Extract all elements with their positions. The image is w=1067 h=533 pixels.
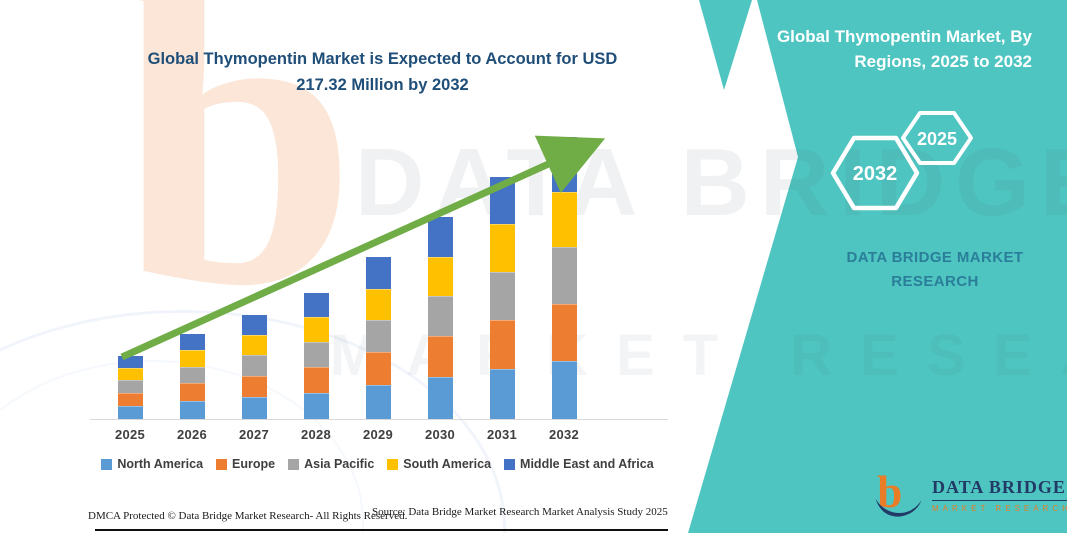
chart-title-line1: Global Thymopentin Market is Expected to… [147, 50, 618, 68]
bar-segment-2031 [489, 176, 515, 225]
bar-segment-2026 [179, 334, 205, 351]
bar-segment-2027 [241, 315, 267, 335]
legend-label: Europe [232, 457, 276, 471]
bar-segment-2031 [489, 368, 515, 420]
legend-swatch-icon [387, 458, 399, 470]
bar-segment-2029 [365, 352, 391, 386]
logo-title: DATA BRIDGE [932, 477, 1067, 501]
x-axis-label: 2026 [176, 427, 208, 442]
bar-segment-2026 [179, 366, 205, 384]
x-axis-labels: 2025 2026 2027 2028 2029 2030 2031 2032 [99, 427, 595, 442]
legend-swatch-icon [216, 458, 228, 470]
company-logo: b DATA BRIDGE MARKET RESEARCH [872, 468, 1067, 522]
x-axis-label: 2031 [486, 427, 518, 442]
bar-segment-2025 [117, 392, 143, 406]
bar-segment-2025 [117, 356, 143, 369]
bar-segment-2028 [303, 341, 329, 367]
bar-segment-2030 [427, 377, 453, 420]
bar-2025 [117, 356, 143, 420]
legend-label: Middle East and Africa [520, 457, 654, 471]
legend-item: Asia Pacific [288, 457, 374, 471]
bar-2032 [551, 137, 577, 420]
x-axis-label: 2027 [238, 427, 270, 442]
bar-segment-2029 [365, 320, 391, 353]
bar-segment-2031 [489, 271, 515, 320]
bar-segment-2026 [179, 401, 205, 420]
hexagon-2032-label: 2032 [853, 163, 898, 185]
x-axis-label: 2030 [424, 427, 456, 442]
legend-item: North America [101, 457, 203, 471]
bar-segment-2025 [117, 368, 143, 381]
bar-segment-2025 [117, 405, 143, 420]
bar-segment-2029 [365, 288, 391, 321]
bar-2028 [303, 293, 329, 420]
bar-segment-2032 [551, 303, 577, 361]
bar-segment-2032 [551, 137, 577, 193]
footer-divider [95, 529, 668, 531]
source-note: Source: Data Bridge Market Research Mark… [372, 506, 668, 518]
bar-segment-2027 [241, 375, 267, 398]
bar-2027 [241, 315, 267, 420]
logo-swoosh-icon [875, 498, 922, 517]
hexagon-2025-label: 2025 [917, 129, 957, 149]
hexagon-2032-icon [830, 135, 920, 211]
legend-swatch-icon [101, 458, 113, 470]
bar-segment-2032 [551, 192, 577, 248]
bar-segment-2032 [551, 360, 577, 420]
bar-segment-2028 [303, 392, 329, 420]
bar-segment-2027 [241, 355, 267, 376]
x-axis-label: 2028 [300, 427, 332, 442]
chart-title-line2: 217.32 Million by 2032 [296, 75, 469, 94]
logo-b-icon: b [875, 468, 922, 517]
side-panel-heading: Global Thymopentin Market, By Regions, 2… [776, 27, 1032, 71]
legend-item: South America [387, 457, 491, 471]
chart-title: Global Thymopentin Market is Expected to… [95, 47, 670, 98]
brand-name-text: DATA BRIDGE MARKET RESEARCH [795, 246, 1067, 294]
stacked-bar-chart [99, 128, 595, 420]
bar-2030 [427, 217, 453, 420]
bar-segment-2028 [303, 366, 329, 393]
brand-name-line2: RESEARCH [891, 273, 979, 290]
bar-segment-2026 [179, 350, 205, 367]
logo-subtitle: MARKET RESEARCH [932, 504, 1067, 513]
x-axis-label: 2032 [548, 427, 580, 442]
legend-swatch-icon [288, 458, 300, 470]
x-axis-label: 2029 [362, 427, 394, 442]
bar-segment-2031 [489, 224, 515, 272]
chart-legend: North America Europe Asia Pacific South Ame… [80, 457, 675, 471]
legend-label: Asia Pacific [304, 457, 375, 471]
year-hexagons: 2032 2025 [830, 111, 973, 211]
legend-label: South America [403, 457, 492, 471]
logo-text: DATA BRIDGE MARKET RESEARCH [932, 477, 1067, 513]
x-axis-label: 2025 [114, 427, 146, 442]
hexagon-2025-icon [901, 111, 973, 165]
legend-item: Europe [216, 457, 275, 471]
bar-segment-2028 [303, 293, 329, 318]
dmca-notice: DMCA Protected © Data Bridge Market Rese… [88, 510, 408, 522]
bar-segment-2027 [241, 397, 267, 420]
x-axis-line [90, 419, 668, 420]
logo-b-letter: b [877, 468, 902, 517]
bar-segment-2028 [303, 317, 329, 342]
legend-item: Middle East and Africa [504, 457, 654, 471]
bar-2026 [179, 334, 205, 420]
bar-segment-2030 [427, 256, 453, 297]
bar-segment-2030 [427, 217, 453, 257]
bar-segment-2025 [117, 380, 143, 393]
legend-label: North America [117, 457, 204, 471]
bar-segment-2029 [365, 385, 391, 420]
bar-segment-2031 [489, 319, 515, 369]
brand-name-line1: DATA BRIDGE MARKET [846, 249, 1024, 266]
bar-segment-2030 [427, 336, 453, 378]
bar-segment-2029 [365, 256, 391, 289]
legend-swatch-icon [504, 458, 516, 470]
bar-segment-2027 [241, 334, 267, 356]
bar-segment-2032 [551, 247, 577, 304]
bar-segment-2030 [427, 296, 453, 337]
bar-2031 [489, 176, 515, 420]
bar-segment-2026 [179, 383, 205, 402]
bar-2029 [365, 256, 391, 420]
